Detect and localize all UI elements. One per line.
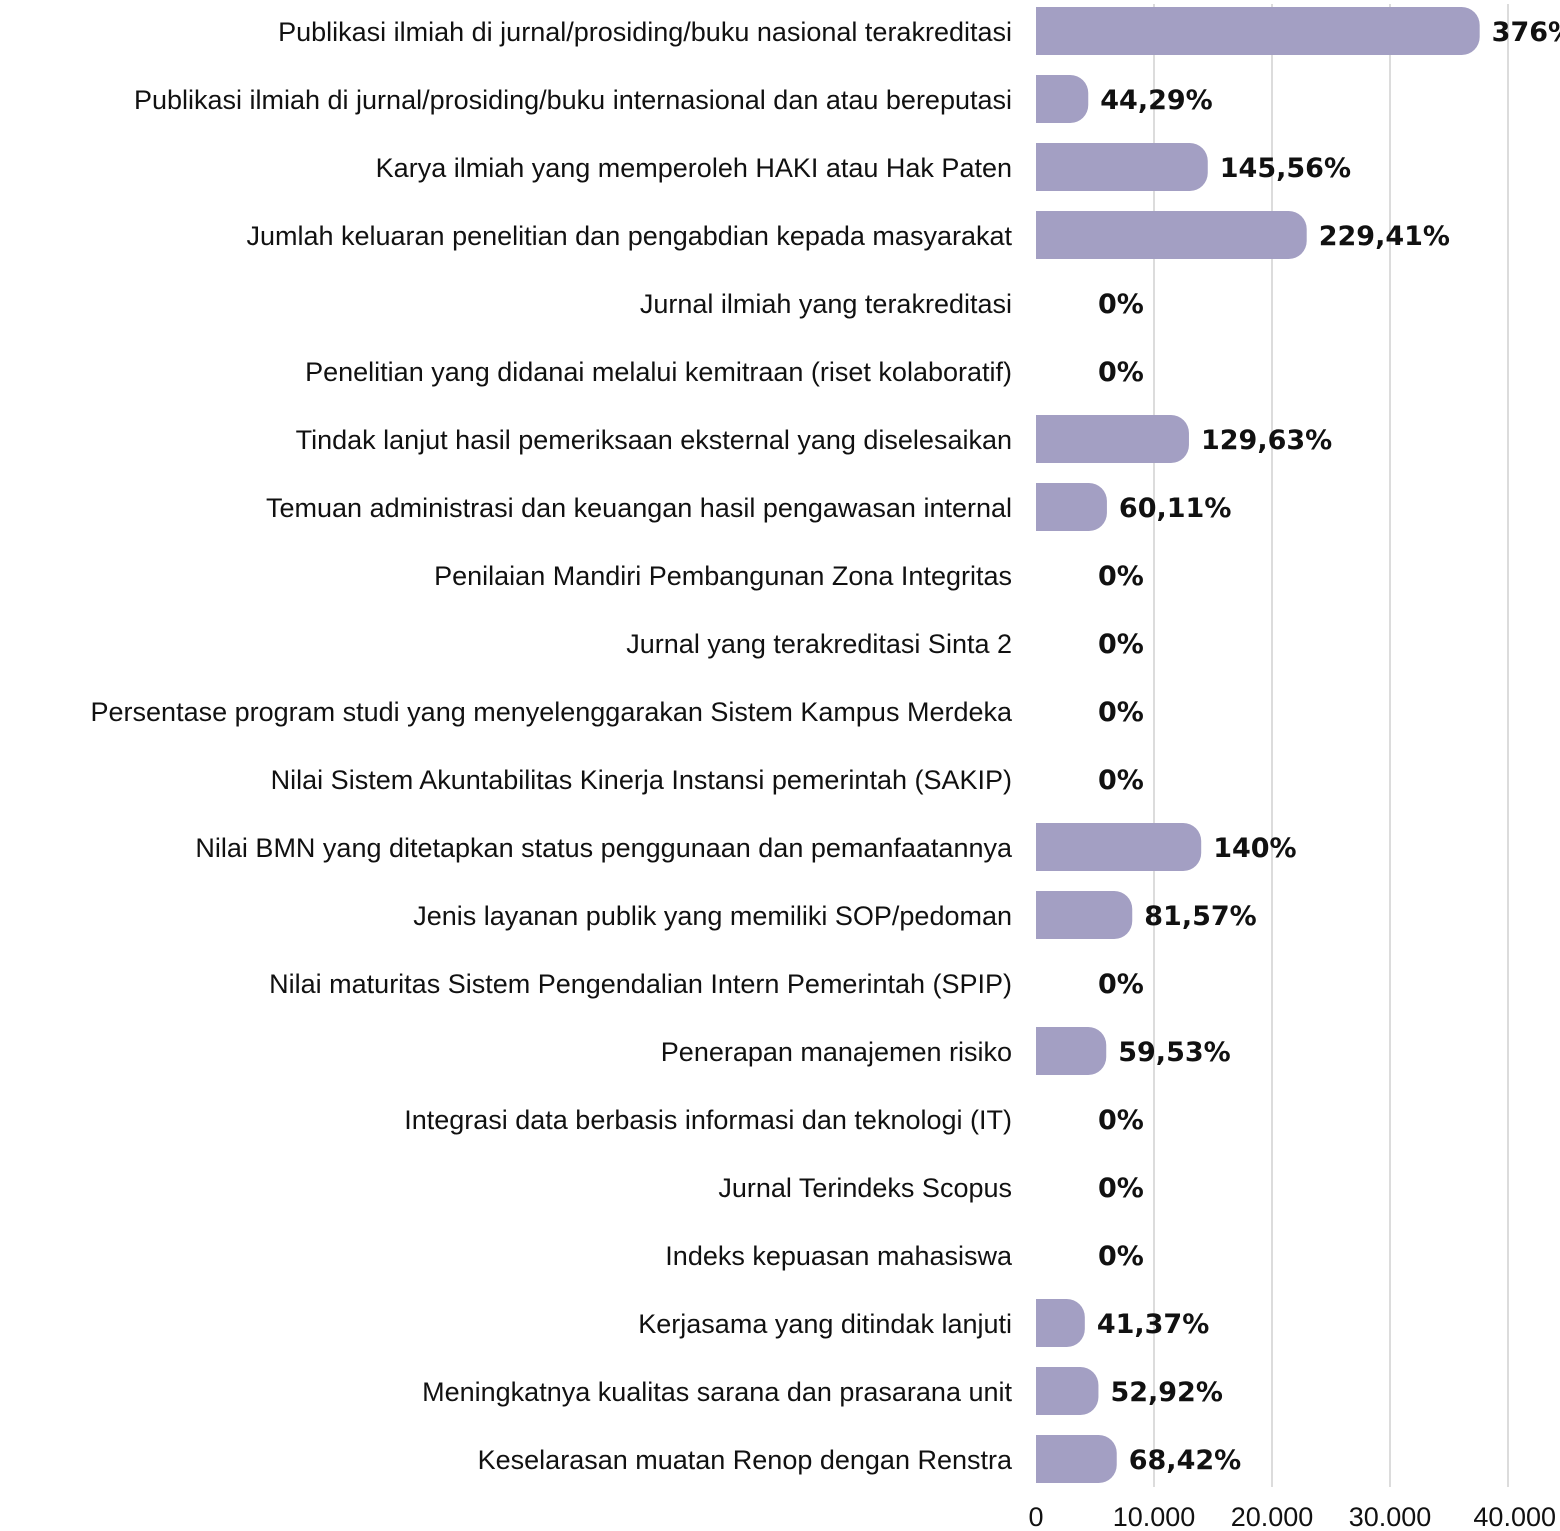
category-label: Jumlah keluaran penelitian dan pengabdia… xyxy=(246,221,1012,251)
category-label: Tindak lanjut hasil pemeriksaan eksterna… xyxy=(296,425,1012,455)
x-tick-label: 20.000 xyxy=(1231,1502,1314,1531)
category-label: Integrasi data berbasis informasi dan te… xyxy=(404,1105,1012,1135)
category-label: Penerapan manajemen risiko xyxy=(661,1037,1012,1067)
data-label: 81,57% xyxy=(1144,901,1256,932)
data-label: 0% xyxy=(1098,289,1144,320)
category-label: Nilai maturitas Sistem Pengendalian Inte… xyxy=(269,969,1012,999)
bar xyxy=(1036,1027,1107,1075)
data-label: 0% xyxy=(1098,969,1144,1000)
category-label: Kerjasama yang ditindak lanjuti xyxy=(638,1309,1012,1339)
data-label: 41,37% xyxy=(1097,1309,1209,1340)
data-label: 0% xyxy=(1098,697,1144,728)
data-label: 52,92% xyxy=(1110,1377,1222,1408)
category-label: Temuan administrasi dan keuangan hasil p… xyxy=(266,493,1012,523)
data-label: 0% xyxy=(1098,1173,1144,1204)
bar xyxy=(1036,891,1133,939)
data-label: 68,42% xyxy=(1129,1445,1241,1476)
data-label: 376% xyxy=(1492,17,1560,48)
data-label: 0% xyxy=(1098,1241,1144,1272)
data-label: 0% xyxy=(1098,357,1144,388)
category-label: Indeks kepuasan mahasiswa xyxy=(665,1241,1013,1271)
category-label: Keselarasan muatan Renop dengan Renstra xyxy=(478,1445,1013,1475)
data-label: 0% xyxy=(1098,561,1144,592)
data-label: 145,56% xyxy=(1220,153,1351,184)
bar xyxy=(1036,211,1307,259)
bar xyxy=(1036,75,1089,123)
data-label: 0% xyxy=(1098,629,1144,660)
data-labels: 376% 44,29% 145,56% 229,41% 0% 0% 129,63% 60,11… xyxy=(1097,17,1560,1476)
data-label: 44,29% xyxy=(1100,85,1212,116)
data-label: 60,11% xyxy=(1119,493,1231,524)
category-label: Jurnal yang terakreditasi Sinta 2 xyxy=(626,629,1012,659)
data-label: 129,63% xyxy=(1201,425,1332,456)
category-label: Jurnal ilmiah yang terakreditasi xyxy=(640,289,1012,319)
category-label: Jenis layanan publik yang memiliki SOP/p… xyxy=(413,901,1012,931)
bar xyxy=(1036,415,1189,463)
x-tick-label: 30.000 xyxy=(1349,1502,1432,1531)
bar xyxy=(1036,1299,1085,1347)
category-label: Meningkatnya kualitas sarana dan prasara… xyxy=(422,1377,1012,1407)
category-label: Nilai BMN yang ditetapkan status penggun… xyxy=(195,833,1013,863)
category-label: Publikasi ilmiah di jurnal/prosiding/buk… xyxy=(134,85,1012,115)
bar xyxy=(1036,1367,1099,1415)
x-tick-label: 10.000 xyxy=(1113,1502,1196,1531)
category-label: Jurnal Terindeks Scopus xyxy=(718,1173,1012,1203)
bar xyxy=(1036,143,1208,191)
data-label: 0% xyxy=(1098,1105,1144,1136)
x-axis-tick-labels: 0 10.000 20.000 30.000 40.000 xyxy=(1028,1502,1556,1531)
category-label: Penelitian yang didanai melalui kemitraa… xyxy=(305,357,1012,387)
bar xyxy=(1036,7,1480,55)
x-tick-label: 0 xyxy=(1028,1502,1043,1531)
category-label: Nilai Sistem Akuntabilitas Kinerja Insta… xyxy=(271,765,1012,795)
bar xyxy=(1036,823,1202,871)
category-label: Karya ilmiah yang memperoleh HAKI atau H… xyxy=(376,153,1012,183)
data-label: 229,41% xyxy=(1319,221,1450,252)
category-labels: Publikasi ilmiah di jurnal/prosiding/buk… xyxy=(91,17,1013,1475)
category-label: Penilaian Mandiri Pembangunan Zona Integ… xyxy=(434,561,1012,591)
category-label: Publikasi ilmiah di jurnal/prosiding/buk… xyxy=(278,17,1012,47)
category-label: Persentase program studi yang menyelengg… xyxy=(91,697,1013,727)
data-label: 59,53% xyxy=(1118,1037,1230,1068)
data-label: 140% xyxy=(1213,833,1296,864)
bar xyxy=(1036,1435,1117,1483)
bars xyxy=(1036,7,1480,1483)
data-label: 0% xyxy=(1098,765,1144,796)
x-tick-label: 40.000 xyxy=(1473,1502,1556,1531)
bar xyxy=(1036,483,1107,531)
